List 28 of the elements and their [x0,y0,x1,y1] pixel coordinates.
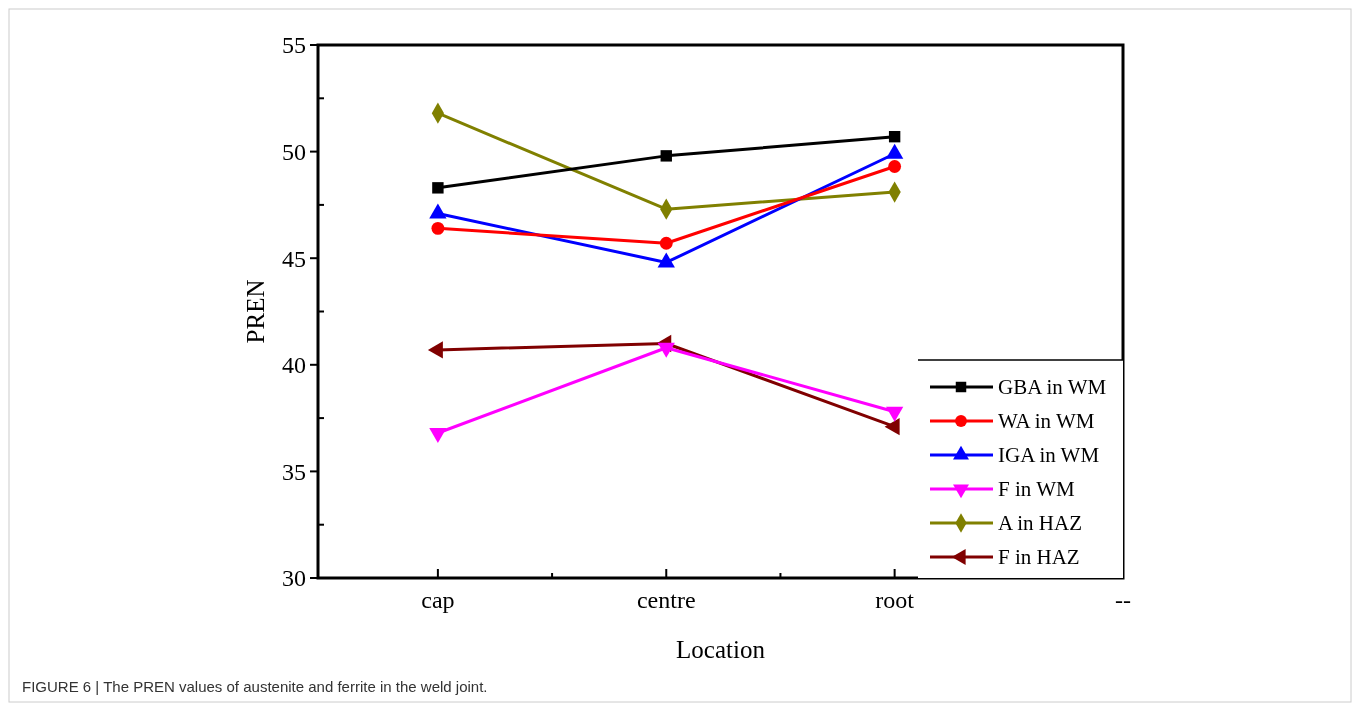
x-tick-label: root [875,587,915,613]
y-tick-label: 45 [282,245,306,272]
point [657,342,675,358]
point [431,221,445,235]
x-axis-title: Location [676,636,766,663]
x-tick-label: centre [636,587,696,613]
legend-label: F in HAZ [998,545,1080,570]
legend-label: GBA in WM [998,375,1107,400]
point [659,236,673,250]
y-tick-label: 30 [282,565,306,592]
legend-label: WA in WM [998,409,1095,434]
y-tick-label: 50 [282,139,306,165]
y-axis-title: PREN [242,279,269,344]
point [429,428,447,444]
point [885,406,904,422]
x-tick-label: -- [1115,587,1131,613]
caption: FIGURE 6 | The PREN values of austenite and ferrite in the weld joint. [22,678,488,695]
y-tick-label: 55 [282,32,306,59]
legend-label: A in HAZ [998,511,1082,536]
point [888,130,901,143]
legend-label: IGA in WM [998,443,1100,468]
x-tick-label: cap [421,587,455,613]
point [432,182,444,194]
y-tick-label: 35 [282,458,306,485]
point [660,150,672,162]
point [888,160,902,173]
y-tick-label: 40 [282,352,306,379]
legend-label: F in WM [998,477,1075,502]
